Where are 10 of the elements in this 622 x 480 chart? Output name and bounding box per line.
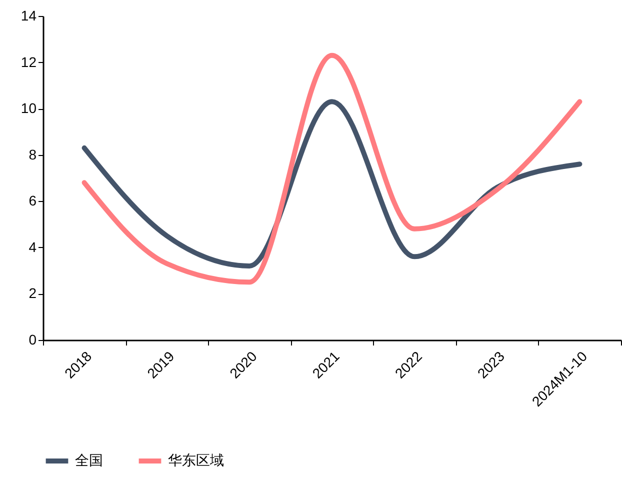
y-tick-label: 2 (28, 285, 37, 302)
y-tick-label: 14 (20, 8, 37, 24)
y-tick-label: 0 (28, 332, 37, 348)
legend-label: 华东区域 (168, 452, 224, 468)
y-tick-label: 4 (28, 238, 37, 255)
legend-label: 全国 (75, 452, 103, 468)
y-tick-label: 12 (20, 54, 37, 70)
y-tick-label: 6 (28, 192, 37, 209)
y-tick-label: 10 (20, 100, 37, 116)
y-tick-label: 8 (28, 146, 37, 162)
